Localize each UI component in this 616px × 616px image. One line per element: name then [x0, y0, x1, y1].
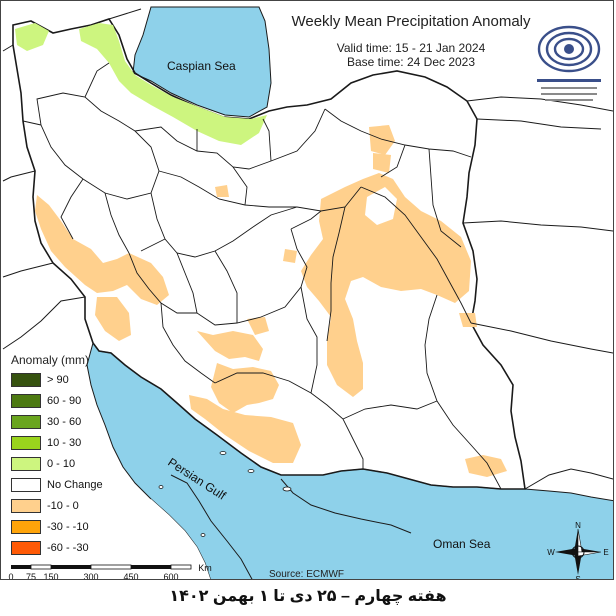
legend-item: 60 - 90	[11, 390, 131, 411]
legend-label: 60 - 90	[47, 394, 82, 407]
legend-label: -10 - 0	[47, 499, 79, 512]
scale-tick: 0	[8, 572, 13, 580]
legend-label: -30 - -10	[47, 520, 89, 533]
iran-map	[2, 6, 613, 579]
legend-label: No Change	[47, 478, 103, 491]
valid-time: Valid time: 15 - 21 Jan 2024	[336, 41, 486, 55]
scale-tick: 300	[83, 572, 98, 580]
legend-swatch	[11, 435, 41, 450]
compass-e: E	[603, 548, 608, 557]
arabian-coast	[125, 499, 211, 579]
legend-label: 10 - 30	[47, 436, 82, 449]
legend-swatch	[11, 393, 41, 408]
map-title: Weekly Mean Precipitation Anomaly	[291, 13, 531, 30]
negative-anomaly-areas	[35, 125, 507, 477]
scale-tick: 450	[123, 572, 138, 580]
legend-swatch	[11, 372, 41, 387]
persian-caption: هفته چهارم – ۲۵ دی تا ۱ بهمن ۱۴۰۲	[169, 588, 447, 605]
institute-logo	[537, 25, 601, 101]
legend-title: Anomaly (mm)	[11, 353, 90, 367]
legend-label: > 90	[47, 373, 69, 386]
caspian-sea-label: Caspian Sea	[167, 59, 236, 73]
legend-item: -60 - -30	[11, 537, 131, 558]
legend-item: -30 - -10	[11, 516, 131, 537]
legend-label: -60 - -30	[47, 541, 89, 554]
legend-swatch	[11, 456, 41, 471]
legend-item: > 90	[11, 369, 131, 390]
scale-bar: 0 75 150 300 450 600 Km	[8, 563, 212, 580]
legend-swatch	[11, 498, 41, 513]
legend-label: 0 - 10	[47, 457, 76, 470]
compass-s: S	[575, 575, 580, 580]
legend-swatch	[11, 540, 41, 555]
scale-tick: 75	[26, 572, 36, 580]
neighbor-borders	[2, 8, 613, 579]
map-frame: Weekly Mean Precipitation Anomaly Valid …	[0, 0, 614, 580]
legend-swatch	[11, 477, 41, 492]
legend-item: 10 - 30	[11, 432, 131, 453]
province-borders	[22, 62, 502, 490]
positive-anomaly-areas	[15, 23, 267, 145]
legend-rows: > 90 60 - 90 30 - 60 10 - 30 0 - 10 No Change…	[11, 369, 131, 558]
legend-item: -10 - 0	[11, 495, 131, 516]
source-credit: Source: ECMWF	[269, 569, 345, 580]
base-time: Base time: 24 Dec 2023	[346, 55, 476, 69]
scale-tick: 150	[43, 572, 58, 580]
legend-item: 0 - 10	[11, 453, 131, 474]
legend: Anomaly (mm) > 90 60 - 90 30 - 60 10 - 30 0 …	[11, 353, 131, 558]
legend-item: 30 - 60	[11, 411, 131, 432]
scale-unit: Km	[198, 563, 212, 573]
scale-tick: 600	[163, 572, 178, 580]
compass-n: N	[575, 521, 581, 530]
legend-swatch	[11, 519, 41, 534]
legend-label: 30 - 60	[47, 415, 82, 428]
islands	[158, 451, 292, 537]
oman-sea-label: Oman Sea	[433, 537, 491, 551]
caspian-sea-area	[132, 6, 272, 118]
legend-swatch	[11, 414, 41, 429]
compass-w: W	[547, 548, 555, 557]
compass-rose: N S W E	[547, 521, 608, 580]
legend-item: No Change	[11, 474, 131, 495]
